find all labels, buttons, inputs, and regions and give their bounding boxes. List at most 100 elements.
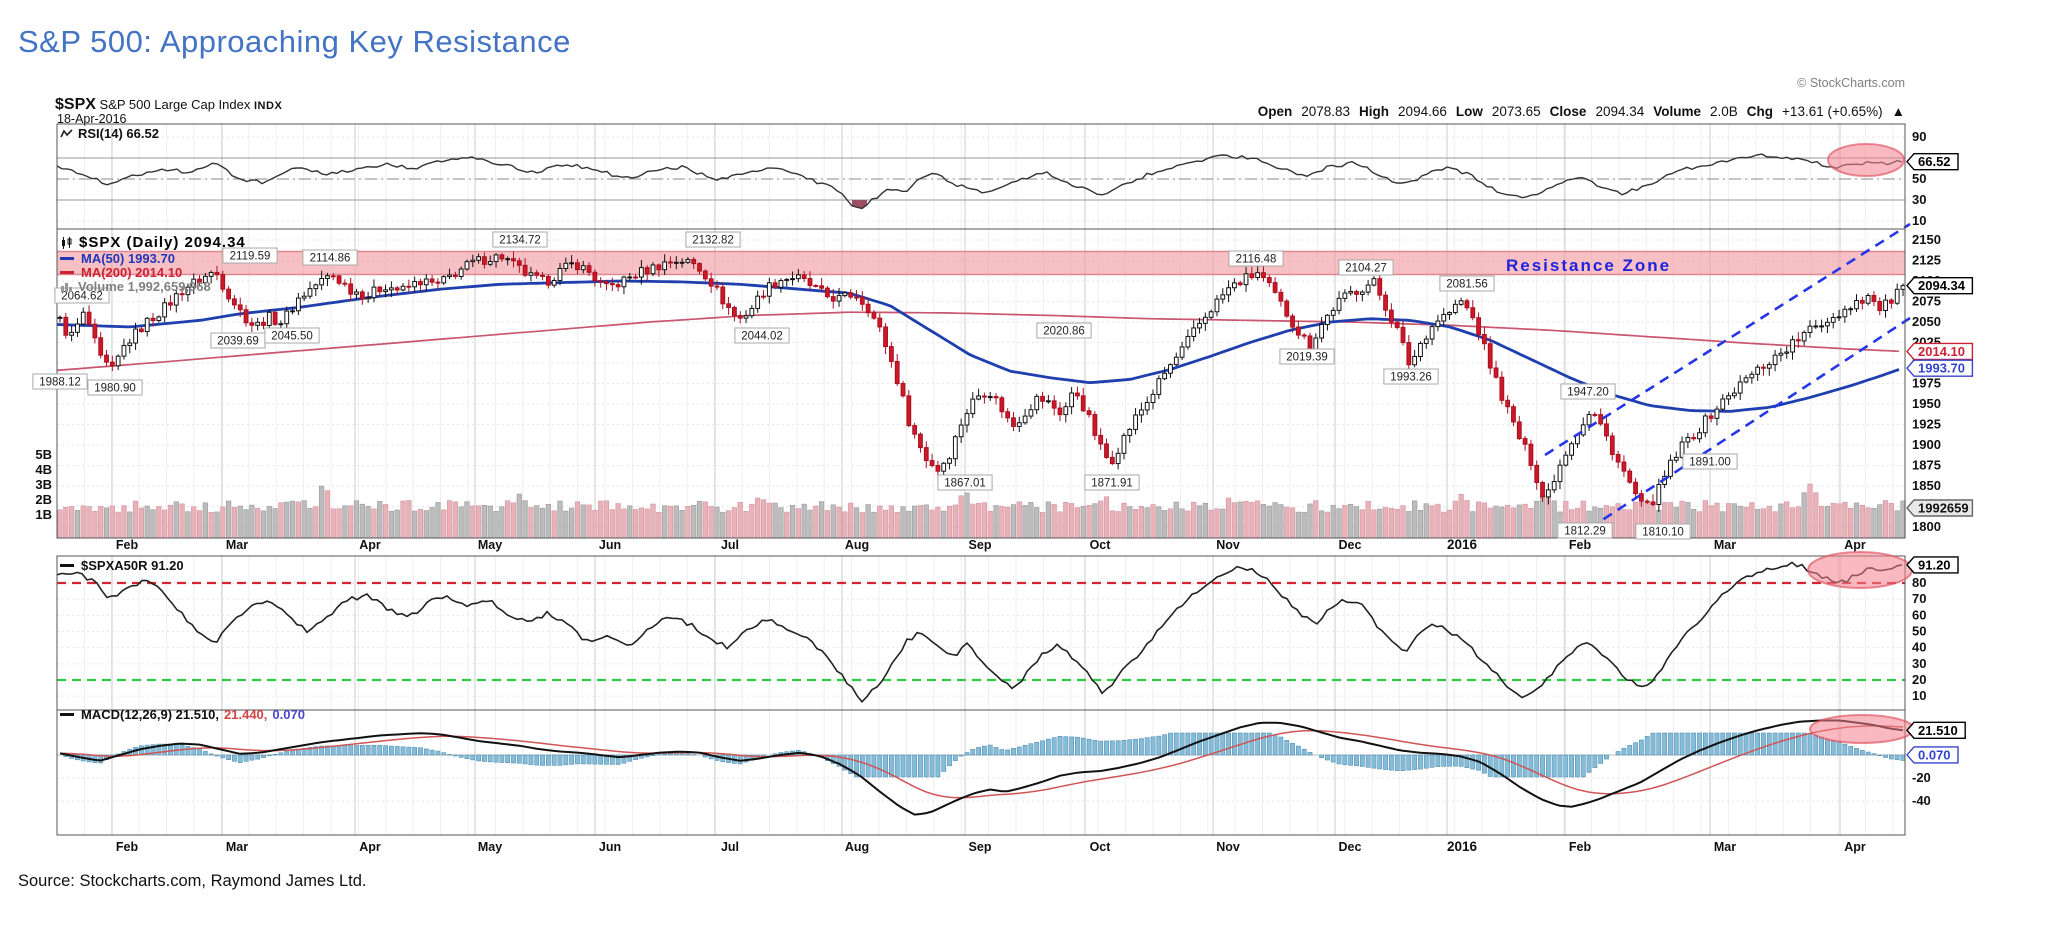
svg-text:2114.86: 2114.86 [310, 253, 351, 265]
svg-text:Sep: Sep [969, 538, 992, 552]
volume-bars [57, 483, 1906, 539]
chg-value: +13.61 (+0.65%) [1782, 104, 1883, 119]
svg-text:2094.34: 2094.34 [1918, 278, 1966, 293]
trend-channel [1544, 222, 1911, 540]
svg-text:1871.91: 1871.91 [1091, 478, 1133, 490]
svg-text:Aug: Aug [845, 840, 869, 854]
svg-text:2045.50: 2045.50 [271, 331, 313, 343]
svg-text:1925: 1925 [1912, 417, 1941, 432]
spx-legend-label: $SPX (Daily) 2094.34 [79, 234, 246, 251]
svg-text:1812.29: 1812.29 [1564, 526, 1606, 538]
macd-series [59, 719, 1906, 816]
grid [56, 124, 1905, 835]
macd-legend-signal: 21.440, [224, 707, 268, 722]
svg-text:Mar: Mar [226, 538, 248, 552]
svg-text:2125: 2125 [1912, 253, 1941, 268]
svg-text:4B: 4B [35, 462, 52, 477]
svg-text:90: 90 [1912, 129, 1926, 144]
svg-text:Mar: Mar [1714, 538, 1736, 552]
svg-text:20: 20 [1912, 672, 1926, 687]
volume-value: 2.0B [1710, 104, 1738, 119]
svg-text:May: May [478, 538, 502, 552]
a50r-legend-label: $SPXA50R 91.20 [81, 558, 184, 573]
svg-text:2134.72: 2134.72 [499, 235, 541, 247]
low-label: Low [1455, 104, 1483, 119]
svg-text:1800: 1800 [1912, 519, 1941, 534]
change-up-arrow-icon: ▲ [1891, 104, 1905, 119]
svg-text:Oct: Oct [1090, 538, 1112, 552]
quote-bar: Open 2078.83 High 2094.66 Low 2073.65 Cl… [1258, 104, 1905, 119]
svg-text:21.510: 21.510 [1918, 723, 1958, 738]
symbol-exchange: INDX [254, 100, 283, 112]
svg-text:Jun: Jun [599, 538, 621, 552]
svg-text:1980.90: 1980.90 [94, 383, 136, 395]
svg-text:10: 10 [1912, 688, 1926, 703]
svg-text:30: 30 [1912, 192, 1926, 207]
svg-text:10: 10 [1912, 213, 1926, 228]
low-value: 2073.65 [1491, 104, 1541, 119]
svg-text:Apr: Apr [1844, 840, 1866, 854]
svg-text:May: May [478, 840, 502, 854]
svg-text:50: 50 [1912, 171, 1926, 186]
ma200-legend: MA(200) 2014.10 [60, 265, 182, 280]
close-value: 2094.34 [1595, 104, 1645, 119]
close-label: Close [1549, 104, 1587, 119]
svg-text:1950: 1950 [1912, 396, 1941, 411]
price-annotations: 2064.62 1988.12 1980.90 2119.59 2114.86 2039.… [32, 231, 1738, 540]
svg-text:Jun: Jun [599, 840, 621, 854]
svg-text:2044.02: 2044.02 [741, 331, 783, 343]
svg-text:Sep: Sep [969, 840, 992, 854]
symbol-name: S&P 500 Large Cap Index [99, 97, 251, 112]
ma200-line [56, 311, 1900, 372]
svg-text:2119.59: 2119.59 [230, 251, 271, 263]
chg-label: Chg [1746, 104, 1774, 119]
ma200-swatch-icon [60, 271, 74, 274]
svg-text:0.070: 0.070 [1918, 747, 1951, 762]
macd-legend-hist: 0.070 [272, 707, 305, 722]
spx-legend: $SPX (Daily) 2094.34 [60, 234, 246, 251]
svg-text:2B: 2B [35, 492, 52, 507]
svg-text:2050: 2050 [1912, 314, 1941, 329]
svg-text:60: 60 [1912, 607, 1926, 622]
page-title: S&P 500: Approaching Key Resistance [18, 24, 571, 59]
rsi-legend: RSI(14) 66.52 [60, 126, 159, 141]
svg-text:1891.00: 1891.00 [1689, 457, 1731, 469]
svg-text:30: 30 [1912, 656, 1926, 671]
svg-text:-20: -20 [1912, 770, 1931, 785]
svg-text:Dec: Dec [1339, 538, 1362, 552]
ma50-line [56, 279, 1900, 413]
svg-text:2019.39: 2019.39 [1286, 352, 1328, 364]
svg-text:Aug: Aug [845, 538, 869, 552]
a50r-legend: $SPXA50R 91.20 [60, 558, 184, 573]
svg-text:50: 50 [1912, 624, 1926, 639]
chart-date: 18-Apr-2016 [57, 112, 127, 126]
svg-text:70: 70 [1912, 591, 1926, 606]
boxed-axis-labels: 66.52 2094.34 2014.10 1993.70 1992659 91.20 21… [1906, 152, 1974, 764]
line-chart-icon [60, 128, 73, 139]
svg-text:Nov: Nov [1216, 538, 1240, 552]
svg-text:2081.56: 2081.56 [1446, 279, 1488, 291]
svg-text:Apr: Apr [1844, 538, 1866, 552]
svg-text:2064.62: 2064.62 [61, 291, 103, 303]
svg-text:Jul: Jul [721, 840, 739, 854]
svg-text:Jul: Jul [721, 538, 739, 552]
svg-text:91.20: 91.20 [1918, 557, 1951, 572]
rsi-series [56, 153, 1903, 210]
svg-text:Mar: Mar [226, 840, 248, 854]
ma200-legend-label: MA(200) 2014.10 [81, 265, 183, 280]
svg-text:5B: 5B [35, 447, 52, 462]
open-value: 2078.83 [1301, 104, 1351, 119]
svg-text:Feb: Feb [116, 840, 139, 854]
high-value: 2094.66 [1398, 104, 1447, 119]
symbol: $SPX [55, 96, 96, 113]
a50r-series [56, 561, 1905, 704]
svg-text:1993.26: 1993.26 [1390, 372, 1432, 384]
ma50-legend-label: MA(50) 1993.70 [81, 251, 175, 266]
candlestick-icon [60, 236, 74, 249]
svg-text:2104.27: 2104.27 [1345, 263, 1387, 275]
macd-swatch-icon [60, 713, 74, 716]
svg-text:3B: 3B [35, 477, 52, 492]
svg-text:2132.82: 2132.82 [692, 235, 734, 247]
